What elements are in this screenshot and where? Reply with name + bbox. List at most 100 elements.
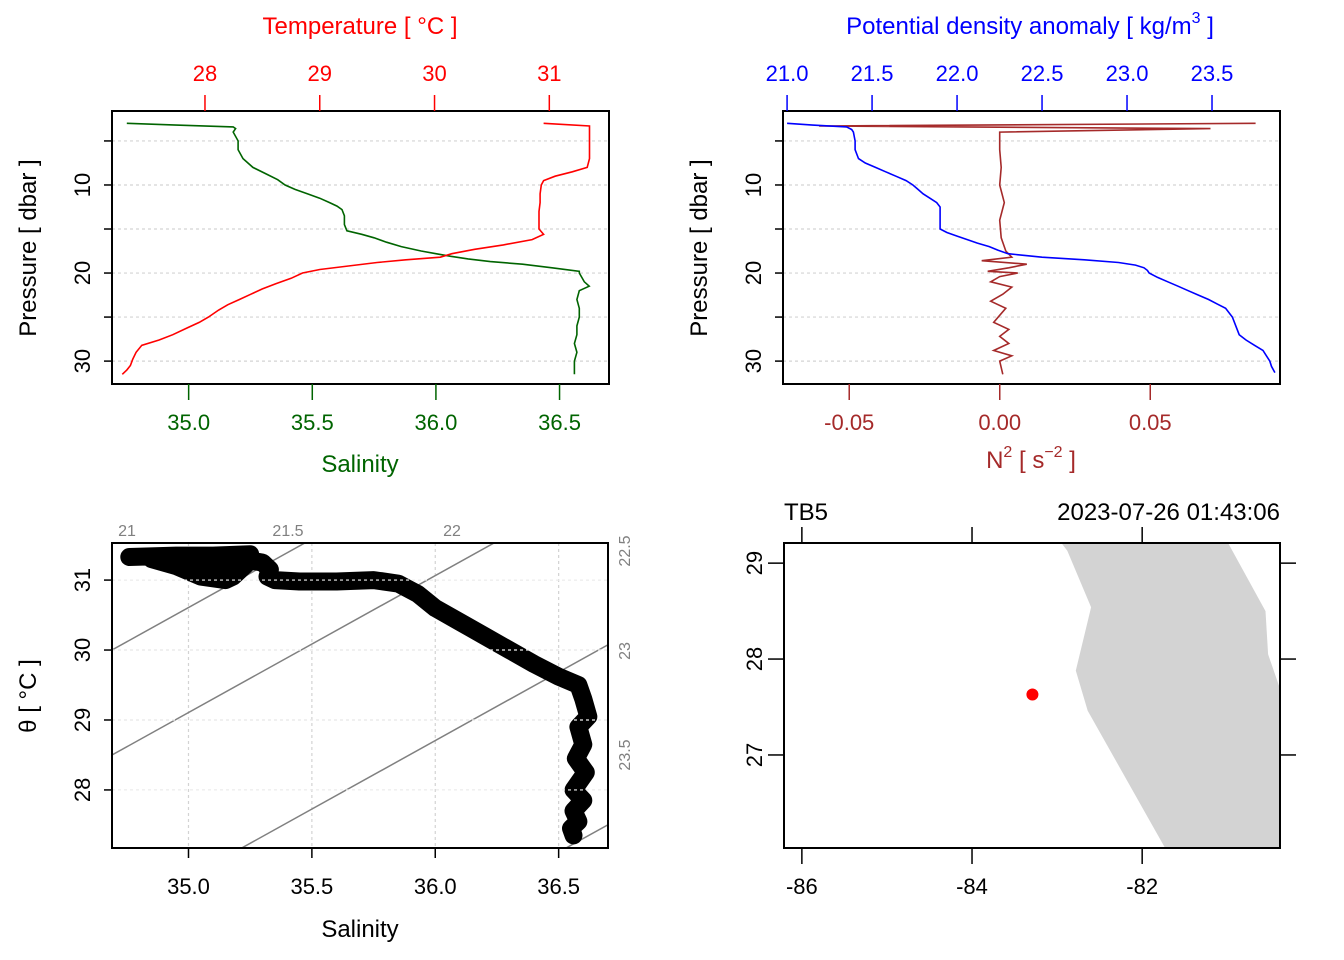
longitude-tick-label: -86 bbox=[786, 874, 818, 899]
ts-point bbox=[577, 763, 595, 781]
ts-point bbox=[567, 749, 585, 767]
y-tick-label: 20 bbox=[70, 261, 95, 285]
y-tick-label: 20 bbox=[741, 261, 766, 285]
pressure-axis-label: Pressure [ dbar ] bbox=[15, 159, 42, 336]
isopycnal-labels: 21 21.5 22 22.5 23 23.5 bbox=[118, 523, 634, 771]
salinity-tick-label: 35.5 bbox=[291, 410, 334, 435]
x-tick-label: 36.5 bbox=[537, 874, 580, 899]
isopycnal-line bbox=[112, 543, 307, 651]
ts-point bbox=[142, 550, 160, 568]
y-tick-label: 30 bbox=[741, 349, 766, 373]
salinity-tick-label: 36.0 bbox=[415, 410, 458, 435]
y-tick-label: 30 bbox=[70, 638, 95, 662]
ts-point bbox=[476, 627, 494, 645]
panel-density-n2-profile: 10 20 30 21.0 21.5 22.0 22.5 23.0 23.5 -0.05 0.0… bbox=[686, 10, 1281, 474]
latitude-tick-label: 28 bbox=[742, 647, 767, 671]
ts-trace bbox=[120, 545, 598, 845]
isopycnal-line bbox=[112, 543, 496, 756]
y-tick-label: 10 bbox=[741, 173, 766, 197]
ts-point bbox=[574, 690, 592, 708]
station-marker bbox=[1026, 688, 1039, 701]
ts-points bbox=[120, 545, 598, 845]
ts-point bbox=[204, 547, 222, 565]
salinity-line bbox=[126, 122, 591, 375]
land-polygon bbox=[1061, 543, 1280, 848]
ts-point bbox=[328, 572, 346, 590]
y-tick-label: 28 bbox=[70, 778, 95, 802]
ts-point bbox=[525, 655, 543, 673]
grid bbox=[783, 140, 1280, 362]
ts-point bbox=[574, 791, 592, 809]
n2-label-sup2: −2 bbox=[1044, 444, 1062, 461]
pressure-axis-label: Pressure [ dbar ] bbox=[686, 159, 713, 336]
temperature-tick-label: 30 bbox=[422, 61, 446, 86]
n2-label-end: ] bbox=[1063, 447, 1076, 474]
density-tick-label: 21.5 bbox=[851, 61, 894, 86]
density-tick-label: 21.0 bbox=[766, 61, 809, 86]
n2-line bbox=[819, 122, 1256, 375]
y-axis-ticks: 10 20 30 bbox=[70, 140, 112, 373]
ts-point bbox=[409, 585, 427, 603]
latitude-ticks: 27 28 29 bbox=[742, 551, 1296, 767]
station-datetime: 2023-07-26 01:43:06 bbox=[1057, 499, 1280, 526]
n2-label-main: N bbox=[986, 447, 1003, 474]
ts-point bbox=[120, 548, 138, 566]
ts-point bbox=[291, 572, 309, 590]
grid bbox=[112, 140, 609, 362]
ts-point bbox=[564, 826, 582, 844]
x-tick-label: 35.0 bbox=[167, 874, 210, 899]
n2-label-mid: [ s bbox=[1012, 447, 1044, 474]
y-tick-label: 31 bbox=[70, 568, 95, 592]
salinity-axis-label: Salinity bbox=[321, 451, 398, 478]
isopycnal-line bbox=[240, 644, 608, 848]
panel-station-map: -86 -84 -82 27 28 29 TB5 2023-07-26 01:43:06 bbox=[742, 499, 1296, 899]
isopycnal-label: 22.5 bbox=[617, 535, 634, 566]
density-line bbox=[787, 122, 1276, 373]
density-tick-label: 22.5 bbox=[1021, 61, 1064, 86]
n2-axis-ticks: -0.05 0.00 0.05 bbox=[824, 384, 1172, 435]
temperature-axis-label: Temperature [ °C ] bbox=[263, 13, 458, 40]
plot-box bbox=[782, 110, 1281, 385]
x-tick-label: 36.0 bbox=[414, 874, 457, 899]
density-tick-label: 23.0 bbox=[1106, 61, 1149, 86]
n2-tick-label: -0.05 bbox=[824, 410, 874, 435]
salinity-tick-label: 35.0 bbox=[167, 410, 210, 435]
y-axis-ticks: 10 20 30 bbox=[741, 140, 783, 373]
density-label-sup: 3 bbox=[1192, 10, 1201, 27]
plot-box bbox=[111, 110, 610, 385]
latitude-tick-label: 29 bbox=[742, 551, 767, 575]
isopycnal-label: 23 bbox=[617, 642, 634, 660]
y-axis-label: θ [ °C ] bbox=[15, 659, 42, 733]
density-label-main: Potential density anomaly [ kg/m bbox=[846, 13, 1192, 40]
temperature-tick-label: 29 bbox=[308, 61, 332, 86]
ts-point bbox=[224, 568, 242, 586]
longitude-tick-label: -84 bbox=[956, 874, 988, 899]
panel-ts-diagram: 35.0 35.5 36.0 36.5 28 29 30 31 21 21.5 22 22.5 23… bbox=[15, 523, 634, 943]
y-tick-label: 29 bbox=[70, 708, 95, 732]
temperature-tick-label: 28 bbox=[193, 61, 217, 86]
ts-point bbox=[550, 668, 568, 686]
temperature-tick-label: 31 bbox=[537, 61, 561, 86]
density-axis-ticks: 21.0 21.5 22.0 22.5 23.0 23.5 bbox=[766, 61, 1234, 111]
plot-box bbox=[111, 542, 609, 849]
y-tick-label: 10 bbox=[70, 173, 95, 197]
grid-overlay bbox=[112, 579, 608, 791]
density-tick-label: 23.5 bbox=[1191, 61, 1234, 86]
temperature-line bbox=[121, 122, 591, 375]
longitude-tick-label: -82 bbox=[1126, 874, 1158, 899]
latitude-tick-label: 27 bbox=[742, 743, 767, 767]
ts-point bbox=[574, 735, 592, 753]
ts-point bbox=[451, 613, 469, 631]
temperature-axis-ticks: 28 29 30 31 bbox=[193, 61, 562, 111]
ts-point bbox=[192, 568, 210, 586]
isopycnal-label: 21 bbox=[118, 523, 136, 540]
longitude-ticks: -86 -84 -82 bbox=[786, 527, 1158, 899]
n2-label-sup: 2 bbox=[1003, 444, 1012, 461]
panel-salinity-temperature-profile: 10 20 30 35.0 35.5 36.0 36.5 28 29 30 31 Tempera… bbox=[15, 13, 610, 478]
isopycnal-label: 23.5 bbox=[617, 739, 634, 770]
ts-point bbox=[426, 599, 444, 617]
density-tick-label: 22.0 bbox=[936, 61, 979, 86]
plot-box bbox=[783, 542, 1281, 849]
salinity-axis-ticks: 35.0 35.5 36.0 36.5 bbox=[167, 384, 581, 435]
